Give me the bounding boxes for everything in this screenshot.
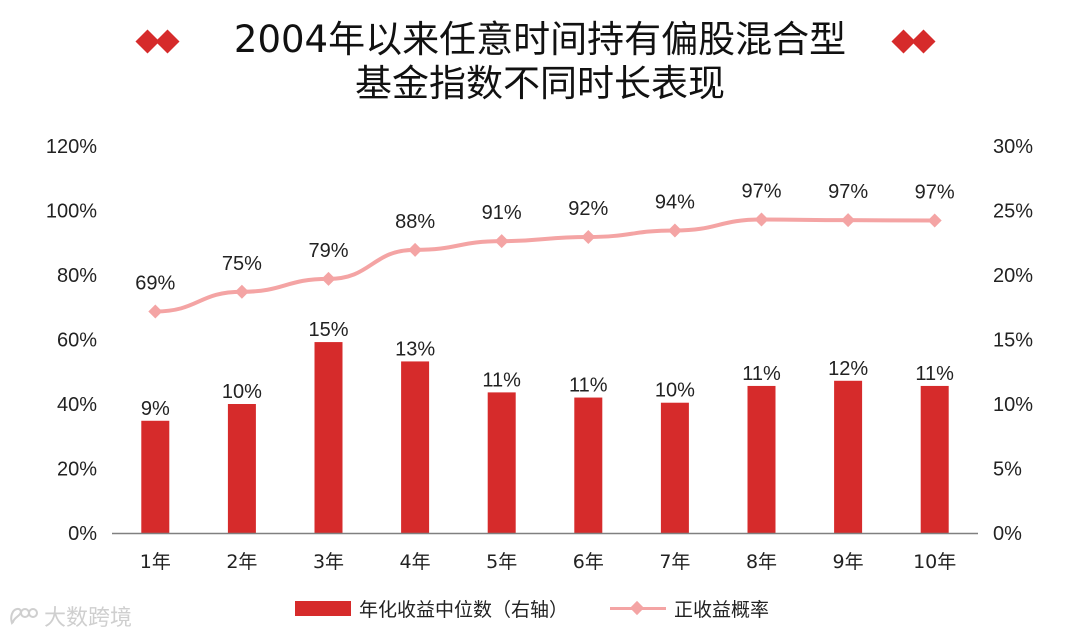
bar xyxy=(487,392,516,533)
legend-item-bar: 年化收益中位数（右轴） xyxy=(295,595,568,622)
line-data-label: 97% xyxy=(741,181,781,203)
bar-data-label: 11% xyxy=(915,363,954,385)
left-axis-tick-label: 20% xyxy=(57,459,97,481)
line-marker-swatch-icon xyxy=(610,600,667,616)
line-data-label: 69% xyxy=(135,272,175,294)
bar xyxy=(227,404,256,533)
line-marker xyxy=(841,213,856,228)
right-axis-tick-label: 30% xyxy=(993,136,1033,158)
watermark-text: 大数跨境 xyxy=(44,606,133,631)
line-marker xyxy=(581,229,596,244)
category-label: 6年 xyxy=(573,551,604,573)
category-label: 4年 xyxy=(400,551,431,573)
chart-title-line-1: 2004年以来任意时间持有偏股混合型 xyxy=(233,18,847,61)
probability-line xyxy=(155,217,935,314)
bar-data-label: 11% xyxy=(569,375,608,397)
legend-line-label: 正收益概率 xyxy=(674,598,770,621)
right-axis-tick-label: 10% xyxy=(993,394,1033,416)
line-data-label: 88% xyxy=(395,211,435,233)
left-axis-tick-label: 40% xyxy=(57,394,97,416)
chart-title-line-2: 基金指数不同时长表现 xyxy=(355,62,725,105)
right-axis-ticks: 0% 5% 10% 15% 20% 25% 30% xyxy=(993,136,1033,545)
bar-data-label: 11% xyxy=(482,369,521,391)
line-marker xyxy=(321,271,336,286)
line-data-label: 79% xyxy=(308,240,348,262)
line-marker xyxy=(234,284,249,299)
right-axis-tick-label: 0% xyxy=(993,523,1022,545)
bar-data-label: 15% xyxy=(308,319,348,341)
legend-bar-label: 年化收益中位数（右轴） xyxy=(359,598,569,621)
line-data-label: 97% xyxy=(828,181,868,203)
bar-data-label: 11% xyxy=(742,363,781,385)
bar-data-labels: 9% 10% 15% 13% 11% 11% 10% 11% 12% 11% xyxy=(141,319,954,420)
line-marker xyxy=(667,223,682,238)
bar-data-label: 13% xyxy=(395,338,435,360)
bar xyxy=(401,361,430,533)
bar-data-label: 12% xyxy=(828,358,868,380)
brand-logo-icon xyxy=(10,607,38,625)
bar-data-label: 9% xyxy=(141,398,170,420)
right-axis-tick-label: 5% xyxy=(993,459,1022,481)
right-axis-tick-label: 15% xyxy=(993,330,1033,352)
line-data-label: 91% xyxy=(482,202,522,224)
chart-legend: 年化收益中位数（右轴） 正收益概率 xyxy=(295,594,811,622)
line-marker xyxy=(927,213,942,228)
line-data-label: 75% xyxy=(222,253,262,275)
left-axis-tick-label: 0% xyxy=(68,523,97,545)
category-label: 2年 xyxy=(226,551,257,573)
left-axis-ticks: 0% 20% 40% 60% 80% 100% 120% xyxy=(46,136,97,545)
category-labels: 1年 2年 3年 4年 5年 6年 7年 8年 9年 10年 xyxy=(140,551,957,573)
category-label: 1年 xyxy=(140,551,171,573)
category-label: 5年 xyxy=(486,551,517,573)
bar xyxy=(574,397,603,533)
bar xyxy=(834,380,863,533)
watermark: 大数跨境 xyxy=(8,600,132,632)
bar xyxy=(314,342,343,533)
bar-data-label: 10% xyxy=(655,380,695,402)
line-data-label: 97% xyxy=(915,181,955,203)
bar xyxy=(920,385,949,533)
line-data-label: 94% xyxy=(655,191,695,213)
category-label: 9年 xyxy=(833,551,864,573)
legend-item-line: 正收益概率 xyxy=(610,595,769,622)
bar-series xyxy=(141,342,949,533)
bar-data-label: 10% xyxy=(222,381,262,403)
category-label: 10年 xyxy=(913,551,956,573)
bar xyxy=(660,402,689,533)
line-marker xyxy=(494,234,509,249)
right-axis-tick-label: 20% xyxy=(993,265,1033,287)
line-marker xyxy=(408,242,423,257)
line-marker xyxy=(754,212,769,227)
left-axis-tick-label: 80% xyxy=(57,265,97,287)
category-label: 8年 xyxy=(746,551,777,573)
category-label: 3年 xyxy=(313,551,344,573)
line-data-labels: 69% 75% 79% 88% 91% 92% 94% 97% 97% 97% xyxy=(135,181,955,295)
left-axis-tick-label: 120% xyxy=(46,136,97,158)
chart-title: 2004年以来任意时间持有偏股混合型 基金指数不同时长表现 xyxy=(180,18,900,106)
left-axis-tick-label: 60% xyxy=(57,330,97,352)
left-axis-tick-label: 100% xyxy=(46,201,97,223)
bar-swatch-icon xyxy=(295,600,351,616)
line-marker xyxy=(148,304,163,319)
bar xyxy=(141,420,170,533)
bar xyxy=(747,385,776,533)
category-label: 7年 xyxy=(659,551,690,573)
line-markers xyxy=(148,212,942,319)
line-data-label: 92% xyxy=(568,198,608,220)
right-axis-tick-label: 25% xyxy=(993,201,1033,223)
